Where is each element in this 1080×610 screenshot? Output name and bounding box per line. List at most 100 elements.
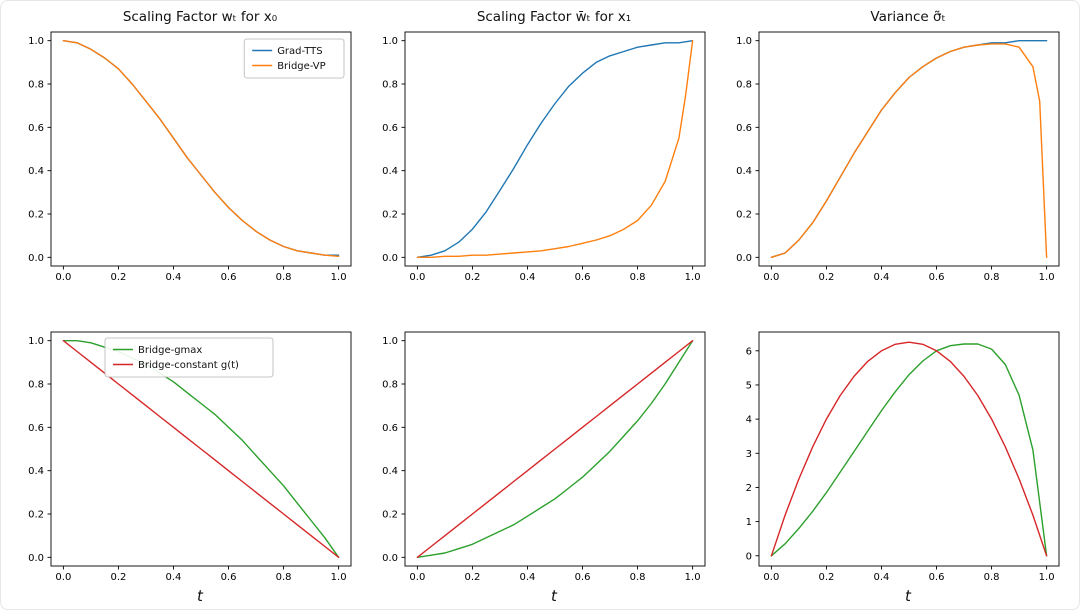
axes-frame (404, 31, 706, 267)
y-tick-label: 1 (746, 517, 752, 528)
y-tick-label: 1.0 (28, 36, 44, 47)
y-tick-label: 0.0 (28, 253, 44, 264)
x-tick-label: 0.0 (409, 572, 425, 583)
x-tick-label: 1.0 (1039, 272, 1055, 283)
plot-svg-4: 0.0 0.2 0.4 0.6 0.8 1.0 0.0 0.2 0.4 0.6 0.8 1.0 (382, 331, 706, 583)
plot-area: 0.0 0.2 0.4 0.6 0.8 1.0 0 1 2 3 4 5 6 (717, 327, 1071, 587)
x-tick-label: 0.4 (166, 572, 182, 583)
y-tick-label: 6 (746, 346, 752, 357)
subplot-variance-top: Variance σ̃ₜ 0.0 0.2 0.4 0.6 0.8 1.0 0.0 0.2 0.4… (717, 7, 1071, 307)
x-tick-label: 0.8 (276, 572, 292, 583)
series-line-bridge-gmax (416, 339, 694, 558)
x-tick-label: 0.4 (520, 572, 536, 583)
y-tick-label: 0.6 (382, 423, 398, 434)
axes-frame (758, 331, 1060, 567)
plot-title (717, 307, 1071, 327)
axes-frame (404, 331, 706, 567)
x-tick-label: 0.0 (55, 572, 71, 583)
y-tick-label: 4 (746, 414, 752, 425)
legend-box (104, 337, 274, 378)
x-tick-label: 0.0 (55, 272, 71, 283)
y-tick-label: 0.2 (382, 509, 398, 520)
legend: Grad-TTS Bridge-VP (243, 38, 345, 79)
x-tick-label: 1.0 (685, 272, 701, 283)
x-axis-label: t (551, 587, 557, 606)
subplot-scaling-w-x0: Scaling Factor wₜ for x₀ 0.0 0.2 0.4 0.6 0.8… (9, 7, 363, 307)
y-tick-label: 0.4 (382, 166, 398, 177)
x-tick-label: 1.0 (331, 572, 347, 583)
x-tick-label: 0.6 (929, 272, 945, 283)
y-tick-label: 0.0 (382, 253, 398, 264)
x-tick-label: 0.0 (763, 272, 779, 283)
y-tick-label: 3 (746, 449, 752, 460)
x-tick-label: 0.8 (984, 572, 1000, 583)
y-tick-label: 0.4 (28, 166, 44, 177)
y-tick-label: 0.6 (28, 423, 44, 434)
y-tick-label: 0 (746, 551, 752, 562)
x-tick-label: 0.8 (630, 572, 646, 583)
y-tick-label: 0.2 (28, 210, 44, 221)
plot-title (363, 307, 717, 327)
x-tick-label: 0.6 (575, 572, 591, 583)
plot-svg-3: 0.0 0.2 0.4 0.6 0.8 1.0 0.0 0.2 0.4 0.6 0.8 1.0 Brid… (28, 331, 352, 583)
x-axis-label: t (905, 587, 911, 606)
series-line-bridge-constant-g-t- (770, 341, 1048, 557)
plot-svg-5: 0.0 0.2 0.4 0.6 0.8 1.0 0 1 2 3 4 5 6 (746, 331, 1060, 583)
legend-box (243, 38, 345, 79)
x-axis-label (9, 286, 363, 307)
x-axis-label (363, 286, 717, 307)
subplot-bridge-w-x0: 0.0 0.2 0.4 0.6 0.8 1.0 0.0 0.2 0.4 0.6 0.8 1.0 Brid… (9, 307, 363, 607)
plot-title: Scaling Factor wₜ for x₀ (122, 9, 278, 25)
y-tick-label: 0.8 (28, 379, 44, 390)
x-tick-label: 1.0 (685, 572, 701, 583)
series-line-bridge-gmax (770, 343, 1048, 557)
y-tick-label: 0.8 (28, 80, 44, 91)
y-tick-label: 0.2 (382, 210, 398, 221)
axes-frame (758, 31, 1060, 267)
y-tick-label: 1.0 (736, 36, 752, 47)
x-tick-label: 0.4 (520, 272, 536, 283)
legend-label: Grad-TTS (277, 46, 322, 57)
x-tick-label: 0.2 (818, 572, 834, 583)
legend-label: Bridge-constant g(t) (138, 360, 239, 371)
plot-area: 0.0 0.2 0.4 0.6 0.8 1.0 0.0 0.2 0.4 0.6 0.8 1.0 (363, 27, 717, 286)
x-tick-label: 0.2 (464, 272, 480, 283)
x-tick-label: 1.0 (331, 272, 347, 283)
plot-title: Variance σ̃ₜ (870, 9, 946, 25)
series-line-grad-tts (416, 39, 694, 259)
plot-area: 0.0 0.2 0.4 0.6 0.8 1.0 0.0 0.2 0.4 0.6 0.8 1.0 Brid… (9, 327, 363, 587)
x-tick-label: 0.2 (464, 572, 480, 583)
series-line-grad-tts (770, 39, 1048, 259)
y-tick-label: 0.6 (382, 123, 398, 134)
y-tick-label: 1.0 (382, 336, 398, 347)
x-tick-label: 0.2 (818, 272, 834, 283)
axes-frame (50, 31, 352, 267)
plot-svg-2: 0.0 0.2 0.4 0.6 0.8 1.0 0.0 0.2 0.4 0.6 0.8 1.0 (736, 31, 1060, 283)
x-axis-label: t (197, 587, 203, 606)
y-tick-label: 0.0 (736, 253, 752, 264)
plot-title: Scaling Factor w̄ₜ for x₁ (476, 9, 632, 25)
x-tick-label: 0.6 (929, 572, 945, 583)
x-tick-label: 0.8 (984, 272, 1000, 283)
y-tick-label: 0.8 (736, 80, 752, 91)
legend-label: Bridge-VP (277, 61, 326, 72)
plot-svg-1: 0.0 0.2 0.4 0.6 0.8 1.0 0.0 0.2 0.4 0.6 0.8 1.0 (382, 31, 706, 283)
x-tick-label: 0.6 (221, 272, 237, 283)
plot-area: 0.0 0.2 0.4 0.6 0.8 1.0 0.0 0.2 0.4 0.6 0.8 1.0 Grad… (9, 27, 363, 286)
subplot-scaling-wbar-x1: Scaling Factor w̄ₜ for x₁ 0.0 0.2 0.4 0.6 0.… (363, 7, 717, 307)
x-tick-label: 0.0 (763, 572, 779, 583)
x-tick-label: 0.4 (166, 272, 182, 283)
x-tick-label: 0.0 (409, 272, 425, 283)
subplot-bridge-wbar-x1: 0.0 0.2 0.4 0.6 0.8 1.0 0.0 0.2 0.4 0.6 0.8 1.0 t (363, 307, 717, 607)
legend: Bridge-gmax Bridge-constant g(t) (104, 337, 274, 378)
y-tick-label: 0.4 (28, 466, 44, 477)
y-tick-label: 1.0 (28, 336, 44, 347)
y-tick-label: 0.8 (382, 80, 398, 91)
legend-label: Bridge-gmax (138, 345, 202, 356)
x-tick-label: 0.4 (874, 572, 890, 583)
x-tick-label: 0.2 (110, 572, 126, 583)
y-tick-label: 0.8 (382, 379, 398, 390)
x-tick-label: 0.8 (276, 272, 292, 283)
y-tick-label: 5 (746, 380, 752, 391)
y-tick-label: 0.6 (736, 123, 752, 134)
